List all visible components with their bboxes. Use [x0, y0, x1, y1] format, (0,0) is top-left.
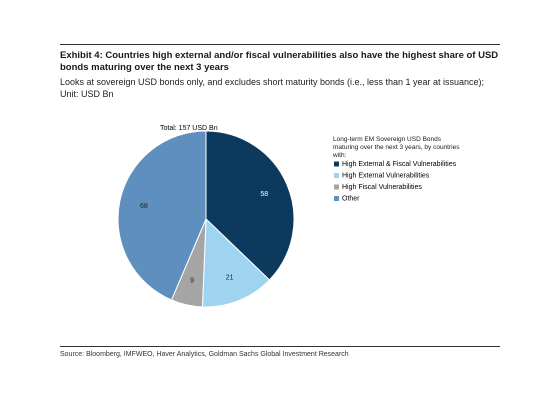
pie-slice [117, 130, 207, 301]
total-annotation: Total: 157 USD Bn [160, 125, 218, 132]
bottom-rule [60, 346, 500, 347]
legend-swatch [334, 196, 339, 201]
legend-swatch [334, 184, 339, 190]
legend-label: High External Vulnerabilities [342, 172, 430, 179]
legend-label: High Fiscal Vulnerabilities [342, 184, 422, 191]
data-label: 58 [260, 191, 268, 198]
legend-title: Long-term EM Sovereign USD Bonds maturin… [333, 136, 460, 159]
data-label: 9 [190, 278, 194, 285]
top-rule [60, 44, 500, 45]
pie-slice [201, 217, 271, 308]
legend-label: Other [342, 195, 360, 202]
chart-title: Exhibit 4: Countries high external and/o… [60, 50, 499, 73]
data-label: 68 [140, 203, 148, 210]
legend-swatch [334, 173, 339, 178]
source: Source: Bloomberg, IMFWEO, Haver Analyti… [60, 351, 349, 358]
legend-label: High External & Fiscal Vulnerabilities [342, 161, 457, 168]
legend-swatch [334, 161, 339, 167]
pie-slice [205, 130, 295, 281]
chart-subtitle: Looks at sovereign USD bonds only, and e… [60, 77, 485, 99]
data-label: 21 [226, 275, 234, 282]
